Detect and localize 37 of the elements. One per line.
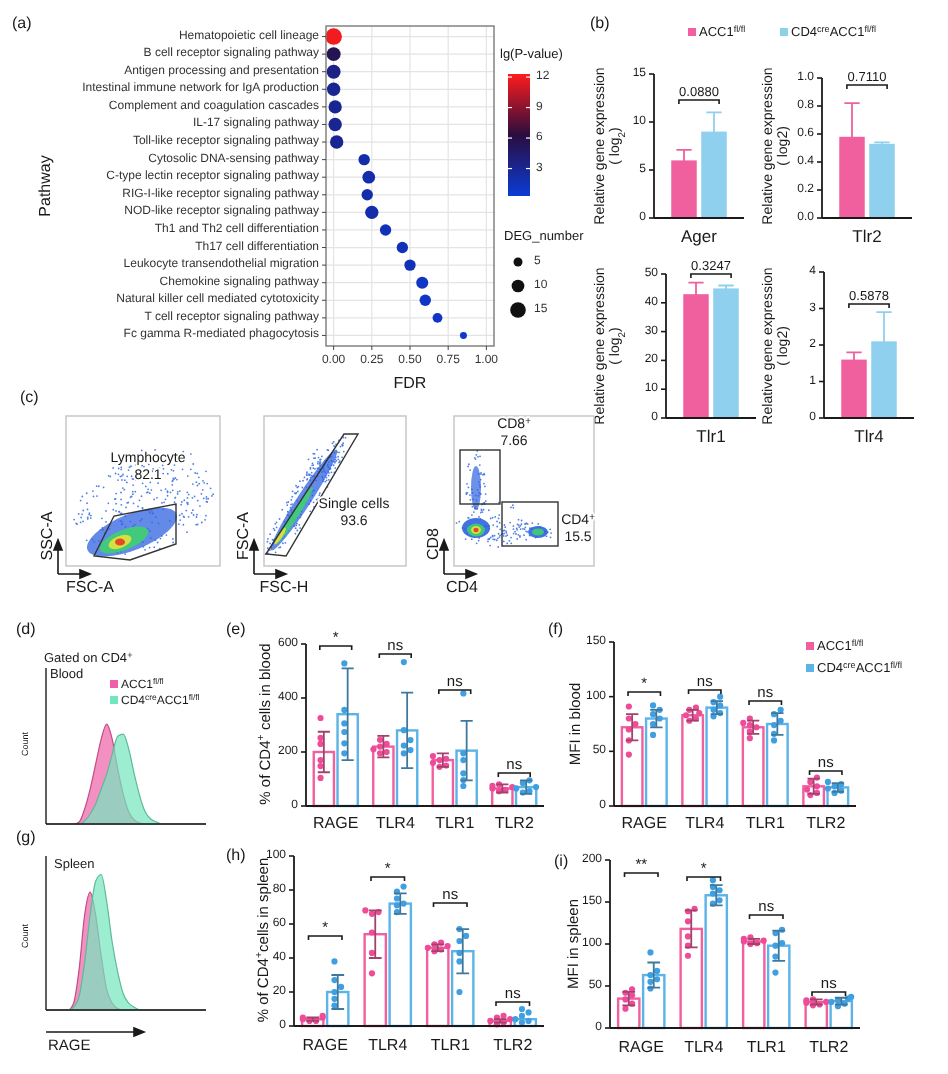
chart-title: (g) (16, 828, 37, 846)
chart-title: (i) (554, 852, 569, 870)
x-tick-label: TLR4 (684, 1038, 725, 1056)
text: CD4 (445, 578, 480, 596)
x-tick-label: TLR4 (685, 814, 726, 832)
x-tick-label: TLR1 (746, 1038, 787, 1056)
chart-title: (f) (548, 620, 564, 638)
text: SSC-A (38, 510, 56, 561)
x-tick-label: TLR1 (430, 1036, 471, 1054)
x-tick-label: TLR2 (493, 1036, 534, 1054)
chart-title: (d) (16, 620, 37, 638)
x-tick-label: Ager (681, 226, 718, 246)
x-tick-label: TLR1 (435, 814, 476, 832)
chart-title: (b) (590, 14, 611, 32)
x-tick-label: RAGE (302, 1036, 348, 1054)
x-tick-label: Tlr1 (696, 426, 727, 446)
x-tick-label: TLR1 (745, 814, 786, 832)
x-tick-label: TLR2 (806, 814, 847, 832)
chart-title: (h) (226, 846, 247, 864)
x-tick-label: RAGE (621, 814, 667, 832)
x-tick-label: RAGE (618, 1038, 664, 1056)
x-tick-label: TLR4 (375, 814, 416, 832)
x-axis-title: FDR (393, 374, 427, 392)
text: CD8 (424, 526, 442, 561)
y-axis-title: Pathway (36, 155, 54, 217)
x-tick-label: Tlr4 (854, 426, 885, 446)
x-tick-label: TLR4 (368, 1036, 409, 1054)
x-tick-label: Tlr2 (852, 226, 883, 246)
text: (a) (12, 14, 33, 32)
chart-title: (e) (226, 620, 247, 638)
text: FSC-A (66, 578, 116, 596)
text: FSC-H (259, 578, 309, 596)
text: FSC-A (234, 510, 252, 560)
x-tick-label: TLR2 (809, 1038, 850, 1056)
x-tick-label: TLR2 (494, 814, 535, 832)
text: (c) (20, 388, 40, 406)
x-tick-label: RAGE (313, 814, 359, 832)
